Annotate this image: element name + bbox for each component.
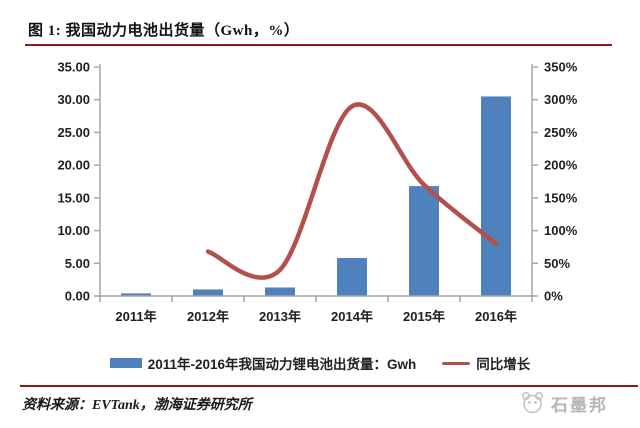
bar-2014年 <box>337 258 367 296</box>
line-series-label: 同比增长 <box>476 357 531 372</box>
x-axis-label: 2012年 <box>187 309 229 324</box>
y-axis-right-label: 0% <box>544 289 563 304</box>
bar-2015年 <box>409 186 439 296</box>
y-axis-right-label: 300% <box>544 92 578 107</box>
x-axis-label: 2011年 <box>115 309 156 324</box>
line-series-swatch <box>442 361 471 365</box>
title-divider <box>25 44 612 46</box>
chart-legend: 2011年-2016年我国动力锂电池出货量：Gwh 同比增长 <box>0 353 640 373</box>
y-axis-right-label: 200% <box>544 158 578 173</box>
bar-2011年 <box>121 293 151 296</box>
y-axis-left-label: 35.00 <box>57 60 90 75</box>
y-axis-left-label: 5.00 <box>65 256 90 271</box>
y-axis-right-label: 150% <box>544 190 578 205</box>
bar-series-swatch <box>109 358 142 368</box>
footer-divider <box>20 385 638 387</box>
y-axis-right-label: 50% <box>544 256 570 271</box>
y-axis-left-label: 30.00 <box>57 92 90 107</box>
bar-2013年 <box>265 287 295 296</box>
y-axis-right-label: 350% <box>544 60 578 75</box>
bar-2012年 <box>193 289 223 296</box>
y-axis-left-label: 10.00 <box>57 223 90 238</box>
y-axis-right-label: 250% <box>544 125 578 140</box>
x-axis-label: 2013年 <box>259 309 301 324</box>
y-axis-left-label: 20.00 <box>57 158 90 173</box>
y-axis-left-label: 25.00 <box>57 125 90 140</box>
bar-series-label: 2011年-2016年我国动力锂电池出货量：Gwh <box>147 357 417 372</box>
y-axis-right-label: 100% <box>544 223 578 238</box>
x-axis-label: 2015年 <box>403 309 445 324</box>
figure-title: 图 1: 我国动力电池出货量（Gwh，%） <box>28 23 300 39</box>
source-note: 资料来源：EVTank，渤海证券研究所 <box>22 398 252 413</box>
x-axis-label: 2016年 <box>475 309 517 324</box>
y-axis-left-label: 15.00 <box>57 190 90 205</box>
watermark: 石墨邦 <box>520 390 608 416</box>
y-axis-left-label: 0.00 <box>65 289 90 304</box>
watermark-text: 石墨邦 <box>551 395 608 415</box>
x-axis-label: 2014年 <box>331 309 373 324</box>
growth-line <box>205 102 499 280</box>
panda-logo-icon <box>521 391 544 414</box>
bar-2016年 <box>481 96 511 296</box>
